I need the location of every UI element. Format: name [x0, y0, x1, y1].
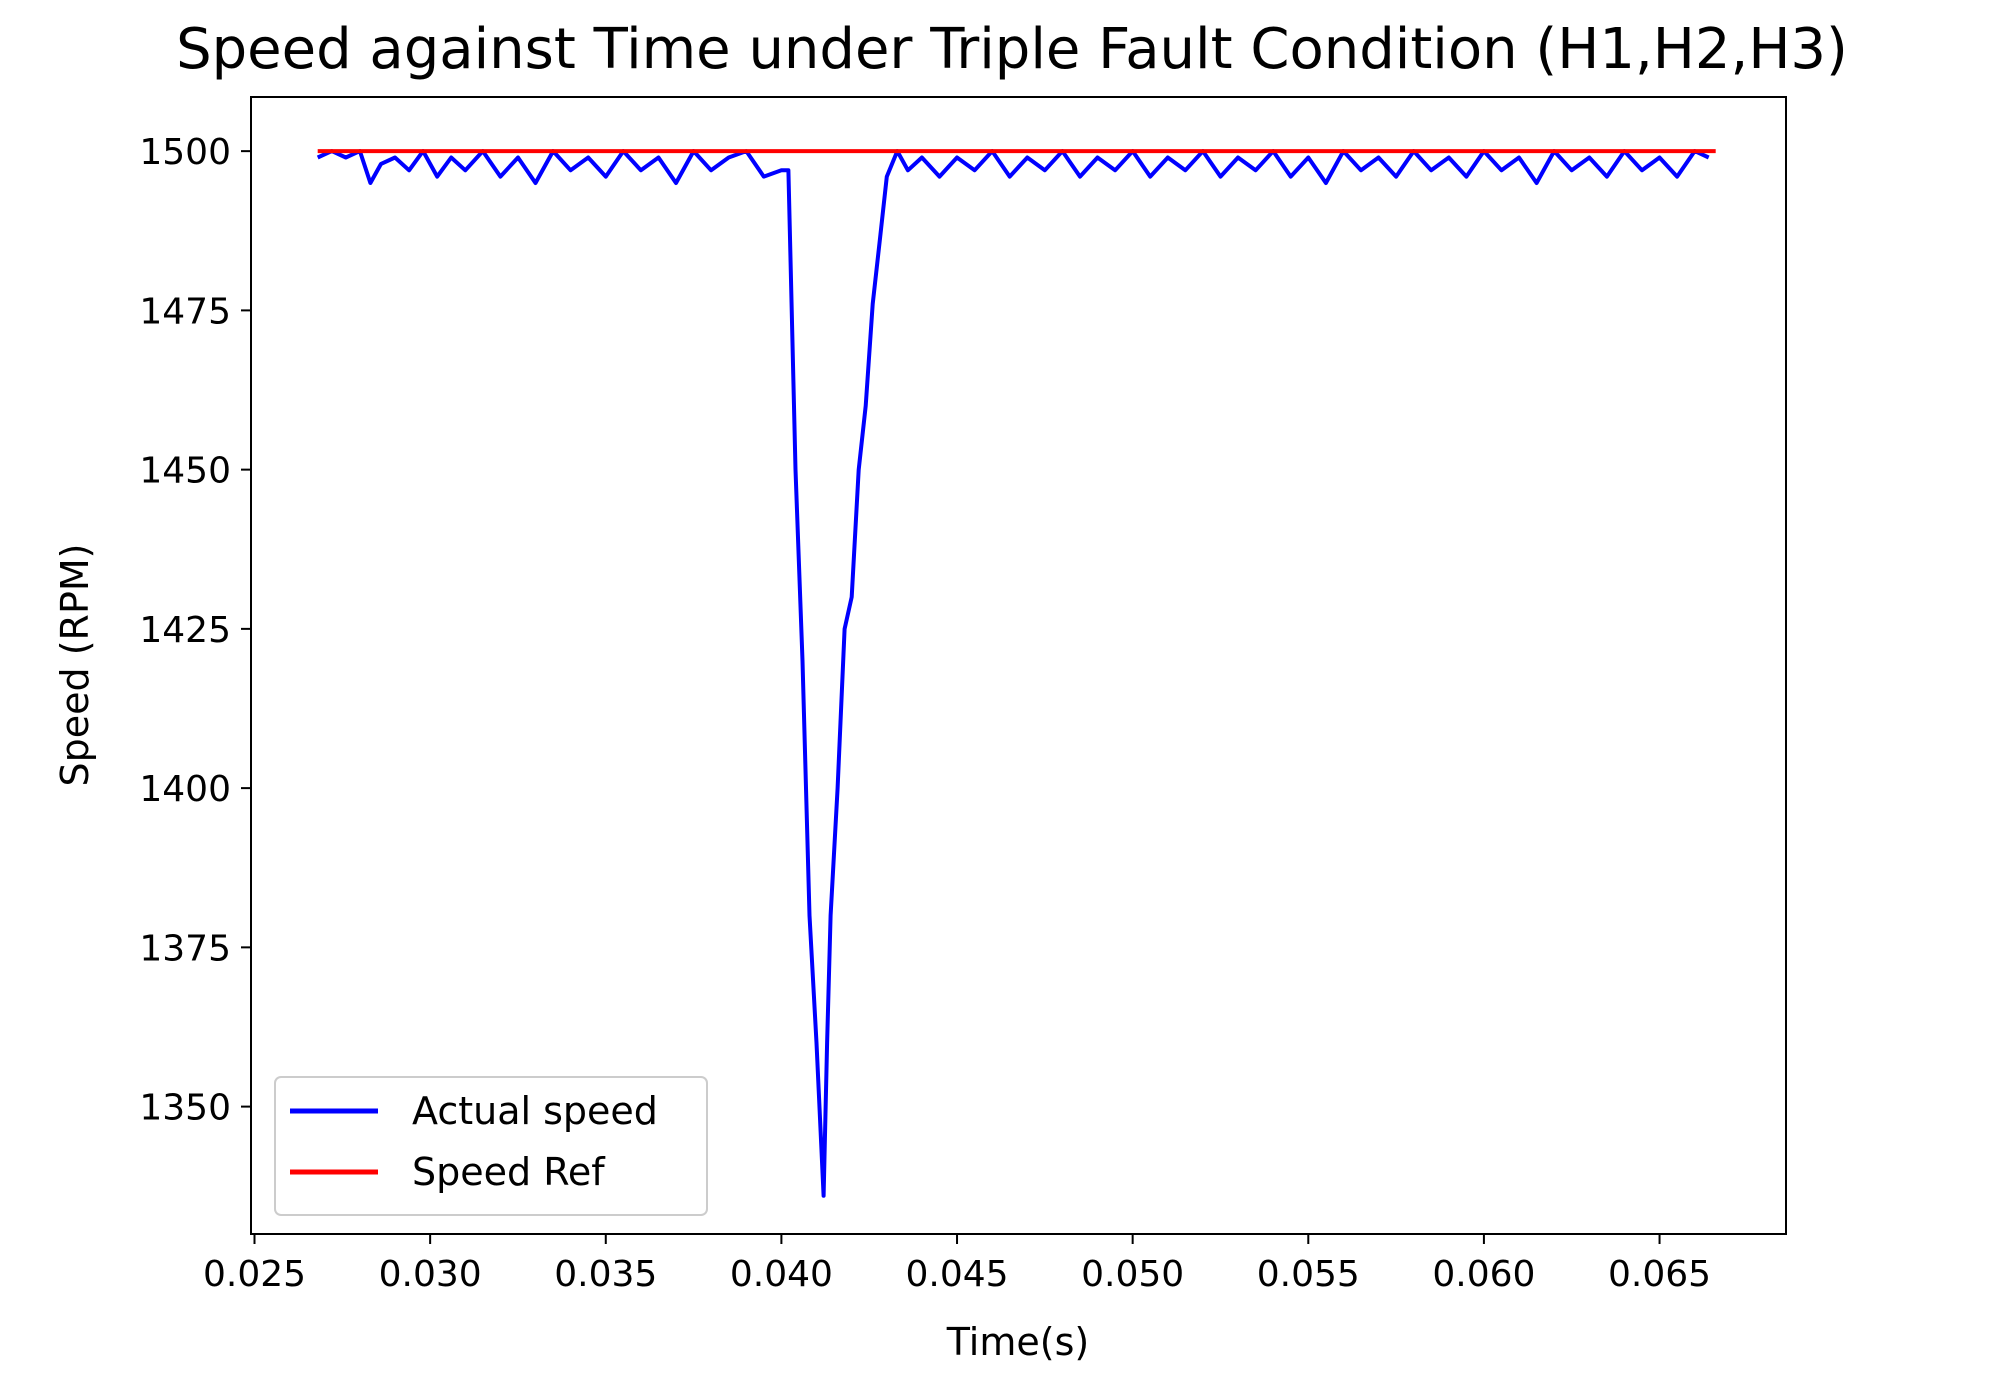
series-line-actual-speed [316, 149, 1710, 1198]
x-tick-label: 0.030 [379, 1254, 482, 1295]
y-tick-label: 1475 [139, 291, 231, 332]
y-axis: 1350 1375 1400 1425 1450 1475 1500 [139, 132, 251, 1129]
legend-box [274, 1076, 708, 1216]
x-tick-label: 0.060 [1432, 1254, 1535, 1295]
x-tick-label: 0.025 [203, 1254, 306, 1295]
x-tick-label: 0.045 [905, 1254, 1008, 1295]
x-axis-label: Time(s) [946, 1320, 1089, 1364]
y-tick-label: 1350 [139, 1088, 231, 1129]
y-axis-label: Speed (RPM) [53, 544, 97, 787]
x-tick-label: 0.065 [1608, 1254, 1711, 1295]
x-tick-label: 0.055 [1257, 1254, 1360, 1295]
y-tick-label: 1500 [139, 132, 231, 173]
legend-label-speed-ref: Speed Ref [412, 1150, 606, 1194]
series-layer [316, 149, 1716, 1198]
y-tick-label: 1375 [139, 928, 231, 969]
plot-area [251, 97, 1786, 1234]
y-tick-label: 1400 [139, 769, 231, 810]
legend-label-actual-speed: Actual speed [412, 1089, 658, 1133]
x-tick-label: 0.050 [1081, 1254, 1184, 1295]
y-tick-label: 1450 [139, 451, 231, 492]
x-tick-label: 0.035 [554, 1254, 657, 1295]
plot-frame [250, 96, 1787, 1235]
x-axis: 0.025 0.030 0.035 0.040 0.045 0.050 0.055 0.060… [203, 1234, 1711, 1295]
y-tick-label: 1425 [139, 610, 231, 651]
legend: Actual speed Speed Ref [274, 1076, 708, 1216]
x-tick-label: 0.040 [730, 1254, 833, 1295]
chart-title: Speed against Time under Triple Fault Co… [176, 17, 1848, 82]
